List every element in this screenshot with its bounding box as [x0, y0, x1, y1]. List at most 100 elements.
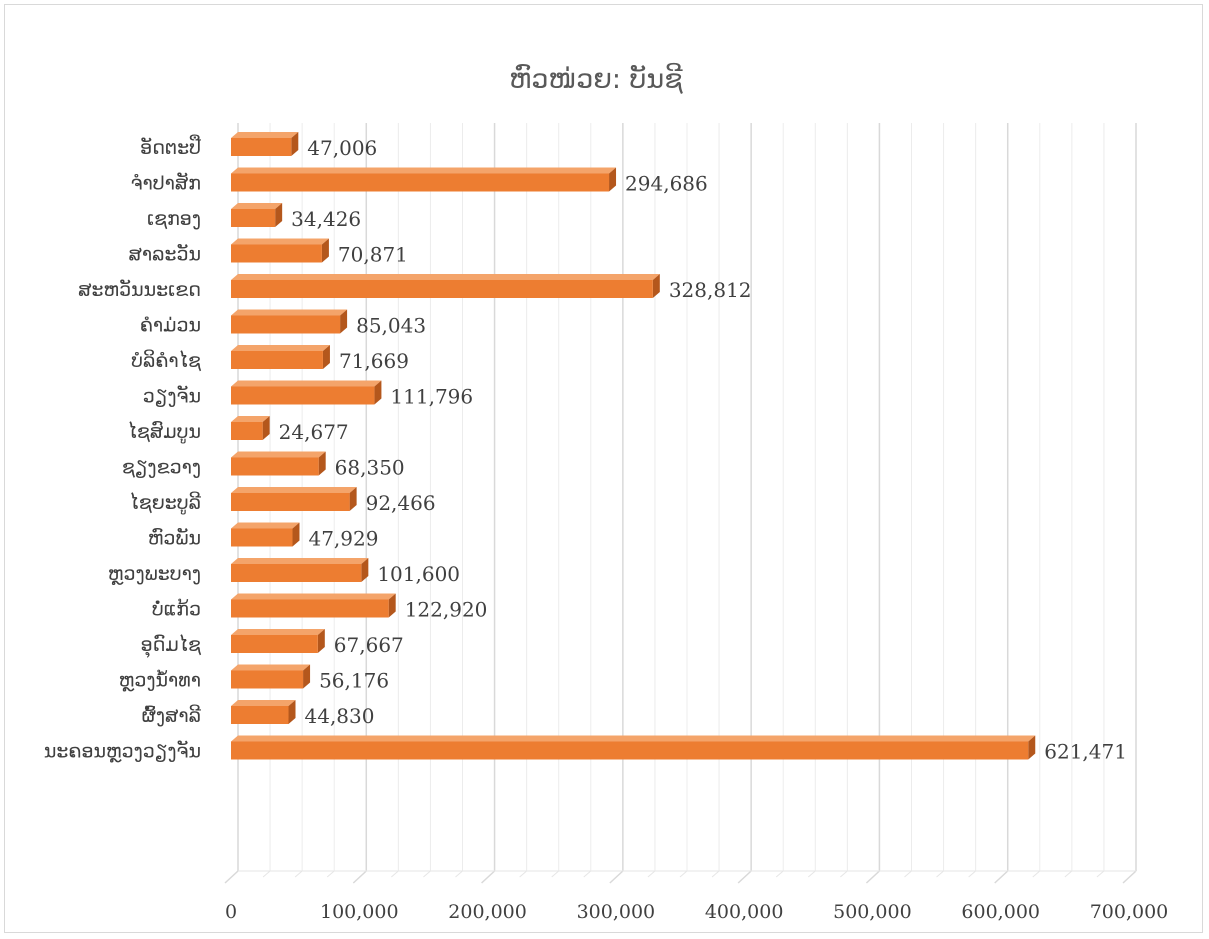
floor-gridline: [647, 870, 656, 878]
bar: [231, 209, 276, 227]
bar-side: [1028, 735, 1036, 760]
x-tick-label: 200,000: [448, 901, 527, 923]
x-tick-label: 100,000: [320, 901, 399, 923]
category-label: ຫຼວງພະບາງ: [108, 563, 201, 586]
x-tick-label: 500,000: [833, 901, 912, 923]
category-label: ສາລະວັນ: [129, 243, 201, 266]
bar-top: [231, 735, 1036, 742]
bar: [231, 635, 318, 653]
bar-data-label: 67,667: [334, 633, 404, 657]
bar-top: [231, 558, 369, 564]
bar-data-label: 122,920: [405, 598, 488, 622]
bar-side: [374, 380, 382, 405]
bar-data-label: 47,006: [307, 136, 377, 160]
floor-gridline: [968, 870, 976, 878]
floor-gridline: [936, 870, 944, 878]
bar: [231, 173, 610, 192]
floor-gridline: [519, 870, 527, 878]
x-tick-label: 0: [225, 901, 237, 923]
bar-top: [231, 309, 348, 316]
floor-gridline: [840, 870, 848, 878]
bar-side: [321, 238, 329, 263]
bar: [231, 422, 263, 440]
bar-top: [231, 451, 326, 458]
category-label: ນະຄອນຫຼວງວຽງຈັນ: [44, 739, 201, 763]
bar: [231, 244, 322, 263]
bar: [231, 138, 292, 156]
category-label: ສະຫວັນນະເຂດ: [78, 278, 201, 301]
bar-top: [231, 629, 325, 635]
bar-top: [231, 203, 283, 209]
bar-top: [231, 274, 660, 280]
bar-data-label: 56,176: [319, 669, 389, 693]
category-label: ຊຽງຂວາງ: [122, 457, 201, 479]
floor-gridline: [551, 870, 560, 878]
bar-side: [318, 451, 326, 476]
bar-side: [322, 345, 330, 369]
bar-side: [317, 629, 325, 653]
bar-data-label: 34,426: [291, 207, 361, 231]
bar-data-label: 328,812: [669, 278, 752, 302]
category-label: ຈໍາປາສັກ: [131, 171, 201, 194]
bar-data-label: 47,929: [308, 527, 378, 551]
floor-gridline: [583, 870, 592, 878]
bar-side: [340, 309, 348, 334]
bar-data-label: 85,043: [356, 314, 426, 338]
floor-gridline: [994, 870, 1009, 884]
category-label: ໄຊຍະບູລີ: [129, 490, 201, 516]
floor-gridline: [224, 870, 239, 884]
x-tick-label: 700,000: [1090, 901, 1169, 923]
bar-data-label: 294,686: [625, 172, 708, 196]
category-label: ໄຊສົມບູນ: [128, 420, 201, 445]
floor-gridline: [294, 870, 303, 878]
bar: [231, 493, 350, 511]
bar-data-label: 70,871: [338, 243, 408, 267]
x-axis-ticks: 0 100,000 200,000 300,000 400,000 500,000 600,…: [225, 901, 1168, 923]
x-tick-label: 400,000: [705, 901, 784, 923]
floor-gridline: [1096, 870, 1105, 878]
floor-gridline: [262, 870, 271, 878]
bar: [231, 457, 319, 476]
floor-gridline: [423, 870, 431, 878]
category-labels: ອັດຕະປືຈໍາປາສັກເຊກອງສາລະວັນສະຫວັນນະເຂດຄໍ…: [44, 133, 202, 764]
category-label: ອຸດົມໄຊ: [141, 633, 202, 658]
floor-gridline: [679, 870, 688, 878]
bar-top: [231, 593, 396, 600]
bar-side: [275, 203, 283, 227]
bar-top: [231, 132, 299, 138]
bar-top: [231, 700, 296, 706]
chart-title: ຫົວໜ່ວຍ: ບັນຊີ: [509, 64, 683, 95]
bar: [231, 599, 389, 618]
floor-gridline: [711, 870, 720, 878]
bar-side: [388, 593, 396, 618]
category-label: ບໍລິຄໍາໄຊ: [131, 348, 202, 372]
x-tick-label: 300,000: [577, 901, 656, 923]
category-label: ຫົວພັນ: [148, 526, 201, 549]
floor-gridline: [1032, 870, 1041, 878]
bar-side: [303, 664, 311, 689]
category-label: ບໍ່ແກ້ວ: [152, 599, 201, 621]
bar: [231, 564, 362, 582]
floor-gridline: [807, 870, 816, 878]
bar-side: [609, 167, 617, 192]
floor-gridline: [1064, 870, 1073, 878]
floor-gridline: [1122, 870, 1137, 884]
bar-top: [231, 380, 382, 387]
floor-gridline: [609, 870, 624, 884]
bar-side: [262, 416, 270, 440]
bar-top: [231, 238, 329, 245]
category-label: ເຊກອງ: [147, 208, 201, 230]
floor-gridline: [326, 870, 335, 878]
floor-gridline: [352, 870, 367, 884]
bar-top: [231, 167, 617, 174]
data-labels: 47,006 294,686 34,426 70,871 328,812 85,043 71…: [279, 136, 1127, 764]
floor-gridline: [775, 870, 784, 878]
floor-gridline: [904, 870, 912, 878]
category-label: ຜົ້ງສາລີ: [142, 703, 201, 727]
bar-top: [231, 345, 330, 351]
bar-top: [231, 416, 270, 422]
category-label: ຫຼວງນໍ້າທາ: [119, 670, 201, 693]
floor-gridline: [481, 870, 496, 884]
category-label: ຄໍາມ່ວນ: [140, 315, 201, 337]
bar: [231, 351, 323, 369]
